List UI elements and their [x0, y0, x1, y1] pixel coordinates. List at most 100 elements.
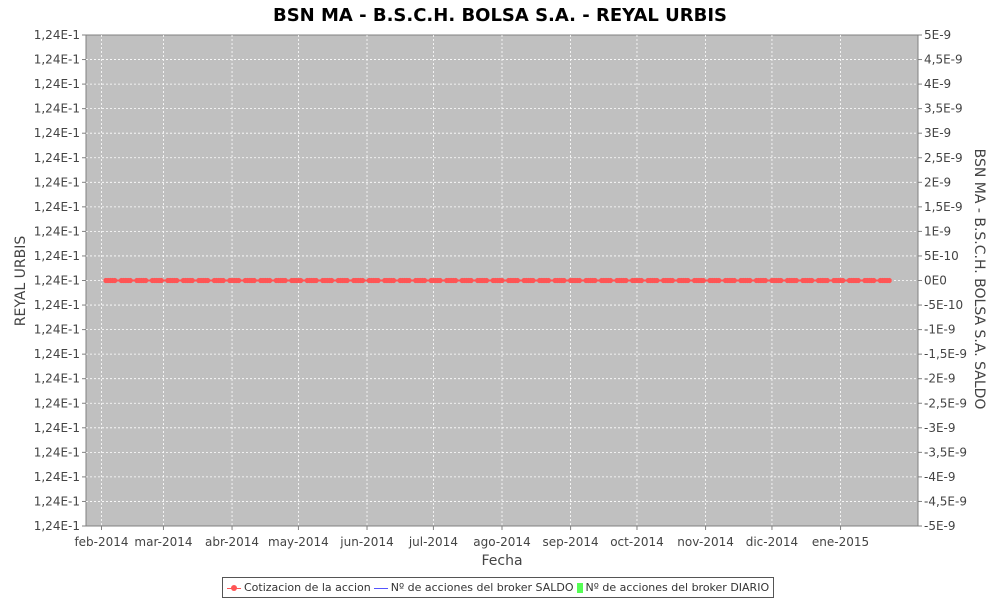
legend-item-saldo: Nº de acciones del broker SALDO	[373, 581, 574, 594]
cotizacion-point	[731, 277, 737, 284]
cotizacion-point	[421, 277, 428, 284]
cotizacion-point	[669, 277, 675, 284]
cotizacion-point	[344, 277, 350, 284]
left-tick-label: 1,24E-1	[34, 77, 80, 91]
left-axis: 1,24E-1 1,24E-1 1,24E-1 1,24E-1 1,24E-1 1,24E…	[34, 28, 86, 533]
legend-line-marker-icon	[227, 583, 241, 593]
legend-line-icon	[373, 583, 388, 593]
x-tick-label: dic-2014	[746, 535, 798, 549]
cotizacion-point	[871, 277, 877, 284]
right-tick-label: 2,5E-9	[924, 151, 963, 165]
cotizacion-point	[220, 277, 226, 284]
left-tick-label: 1,24E-1	[34, 249, 80, 263]
x-tick-label: oct-2014	[610, 535, 664, 549]
cotizacion-point	[499, 277, 505, 284]
cotizacion-point	[282, 277, 288, 284]
left-tick-label: 1,24E-1	[34, 28, 80, 42]
left-tick-label: 1,24E-1	[34, 200, 80, 214]
x-tick-label: mar-2014	[134, 535, 192, 549]
cotizacion-point	[251, 277, 257, 284]
cotizacion-point	[514, 277, 521, 284]
right-tick-label: 3E-9	[924, 126, 951, 140]
cotizacion-point	[685, 277, 691, 284]
legend-line	[373, 587, 388, 589]
cotizacion-point	[112, 277, 118, 284]
legend-item-cotizacion: Cotizacion de la accion	[227, 581, 371, 594]
left-tick-label: 1,24E-1	[34, 445, 80, 459]
right-axis: 5E-9 4,5E-9 4E-9 3,5E-9 3E-9 2,5E-9 2E-9 1,5E-9…	[918, 28, 967, 533]
cotizacion-point	[607, 277, 614, 284]
cotizacion-point	[143, 277, 149, 284]
right-tick-label: 5E-10	[924, 249, 959, 263]
cotizacion-point	[576, 277, 583, 284]
cotizacion-point	[205, 277, 211, 284]
left-tick-label: 1,24E-1	[34, 274, 80, 288]
legend-label-saldo: Nº de acciones del broker SALDO	[390, 581, 574, 594]
x-tick-label: nov-2014	[677, 535, 734, 549]
cotizacion-point	[638, 277, 645, 284]
right-tick-label: 2E-9	[924, 175, 951, 189]
cotizacion-point	[561, 277, 567, 284]
cotizacion-point	[298, 277, 304, 284]
cotizacion-point	[762, 277, 768, 284]
right-tick-label: -4E-9	[924, 470, 956, 484]
cotizacion-point	[716, 277, 722, 284]
cotizacion-point	[592, 277, 598, 284]
cotizacion-point	[809, 277, 815, 284]
left-tick-label: 1,24E-1	[34, 347, 80, 361]
left-tick-label: 1,24E-1	[34, 298, 80, 312]
cotizacion-point	[824, 277, 830, 284]
cotizacion-point	[174, 277, 180, 284]
right-axis-label: BSN MA - B.S.C.H. BOLSA S.A. SALDO	[971, 149, 987, 410]
right-tick-label: -4,5E-9	[924, 494, 967, 508]
cotizacion-point	[793, 277, 799, 284]
left-tick-label: 1,24E-1	[34, 102, 80, 116]
legend-dot	[231, 584, 237, 591]
left-tick-label: 1,24E-1	[34, 494, 80, 508]
right-tick-label: 4,5E-9	[924, 53, 963, 67]
cotizacion-point	[468, 277, 474, 284]
cotizacion-point	[840, 277, 846, 284]
cotizacion-point	[700, 277, 706, 284]
cotizacion-point	[437, 277, 443, 284]
right-tick-label: -2E-9	[924, 372, 956, 386]
cotizacion-point	[313, 277, 319, 284]
x-tick-label: ene-2015	[812, 535, 869, 549]
right-tick-label: 1E-9	[924, 224, 951, 238]
legend-label-cotizacion: Cotizacion de la accion	[244, 581, 371, 594]
left-tick-label: 1,24E-1	[34, 519, 80, 533]
right-tick-label: 0E0	[924, 274, 947, 288]
legend: Cotizacion de la accion Nº de acciones d…	[222, 577, 775, 598]
cotizacion-point	[406, 277, 412, 284]
chart-title: BSN MA - B.S.C.H. BOLSA S.A. - REYAL URB…	[273, 5, 727, 26]
left-tick-label: 1,24E-1	[34, 323, 80, 337]
cotizacion-point	[855, 277, 861, 284]
cotizacion-point	[375, 277, 381, 284]
cotizacion-point	[654, 277, 660, 284]
right-tick-label: -5E-9	[924, 519, 956, 533]
x-tick-label: jul-2014	[408, 535, 458, 549]
cotizacion-point	[359, 277, 366, 284]
left-tick-label: 1,24E-1	[34, 224, 80, 238]
left-tick-label: 1,24E-1	[34, 396, 80, 410]
left-tick-label: 1,24E-1	[34, 53, 80, 67]
right-tick-label: 4E-9	[924, 77, 951, 91]
cotizacion-point	[530, 277, 536, 284]
cotizacion-point	[267, 277, 273, 284]
left-axis-label: REYAL URBIS	[13, 236, 29, 327]
left-tick-label: 1,24E-1	[34, 421, 80, 435]
cotizacion-point	[778, 277, 784, 284]
x-tick-label: abr-2014	[205, 535, 259, 549]
right-tick-label: -3,5E-9	[924, 445, 967, 459]
right-tick-label: 3,5E-9	[924, 102, 963, 116]
left-tick-label: 1,24E-1	[34, 175, 80, 189]
right-tick-label: 1,5E-9	[924, 200, 963, 214]
cotizacion-point	[545, 277, 552, 284]
series-layer	[103, 277, 892, 284]
cotizacion-point	[483, 277, 490, 284]
cotizacion-point	[236, 277, 242, 284]
x-tick-label: feb-2014	[74, 535, 128, 549]
x-tick-label: sep-2014	[543, 535, 599, 549]
cotizacion-point	[747, 277, 753, 284]
right-tick-label: -3E-9	[924, 421, 956, 435]
